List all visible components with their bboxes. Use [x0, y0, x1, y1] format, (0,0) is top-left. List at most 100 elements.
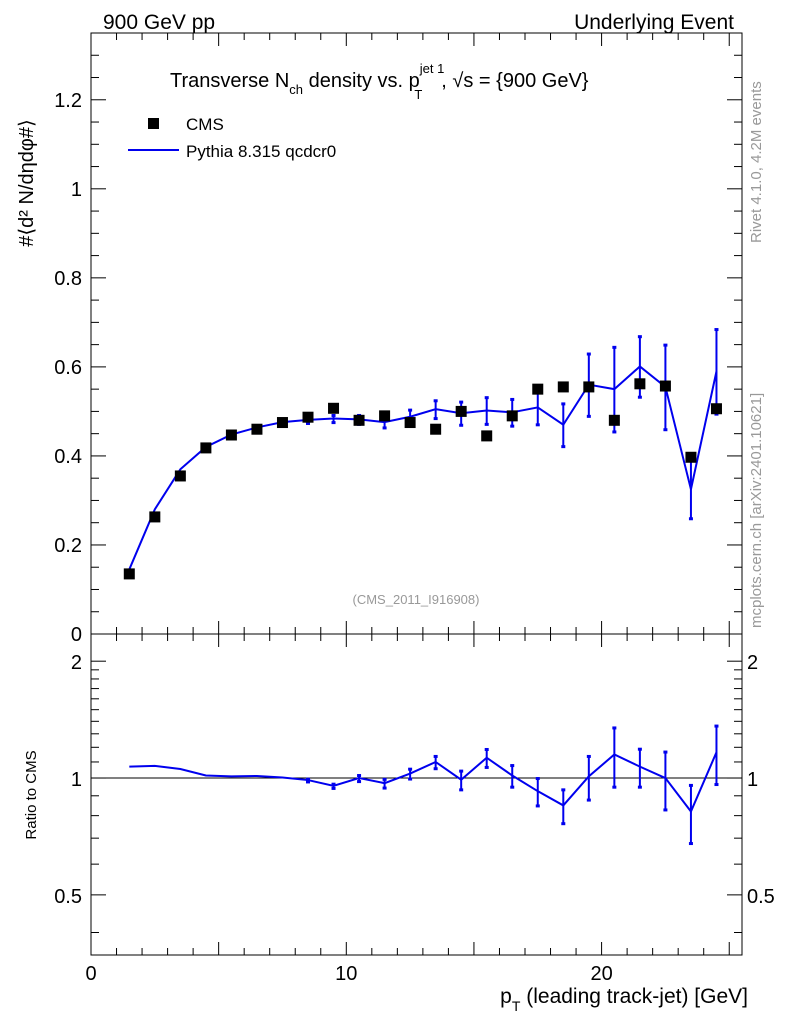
ratio-error-bars — [306, 724, 719, 846]
cms-point — [353, 414, 365, 426]
pythia-error-cap — [484, 396, 489, 400]
ratio-error-cap — [663, 808, 668, 812]
x-axis-label: pT (leading track-jet) [GeV] — [500, 985, 748, 1014]
cms-point — [379, 410, 391, 422]
ratio-error-cap — [382, 786, 387, 790]
pythia-error-cap — [433, 417, 438, 421]
cms-point — [634, 378, 646, 390]
cms-point — [481, 430, 493, 442]
legend-cms-label: CMS — [186, 115, 224, 134]
pythia-error-cap — [484, 422, 489, 426]
pythia-error-cap — [688, 517, 693, 521]
cms-point — [430, 423, 442, 435]
cms-point — [123, 568, 135, 580]
ratio-error-cap — [586, 798, 591, 802]
cms-point — [225, 429, 237, 441]
ratio-y-tick-labels: 0.5 0.5 1 1 2 2 — [54, 652, 775, 908]
pythia-error-cap — [408, 408, 413, 412]
pythia-error-cap — [459, 400, 464, 404]
ratio-y-tick-label-right: 0.5 — [747, 886, 775, 908]
ratio-error-cap — [688, 783, 693, 787]
cms-point — [532, 383, 544, 395]
pythia-error-cap — [459, 423, 464, 427]
ratio-error-cap — [408, 777, 413, 781]
cms-point — [557, 381, 569, 393]
ratio-error-cap — [663, 750, 668, 754]
pythia-error-cap — [663, 343, 668, 347]
ratio-error-cap — [688, 842, 693, 846]
x-tick-label: 20 — [590, 963, 612, 985]
pythia-error-cap — [306, 421, 310, 425]
header-left: 900 GeV pp — [103, 11, 215, 34]
pythia-series-line — [128, 365, 718, 570]
ratio-error-cap — [433, 754, 438, 758]
cms-point — [404, 417, 416, 429]
cms-point — [455, 405, 467, 417]
cms-point — [659, 380, 671, 392]
pythia-error-cap — [510, 424, 515, 428]
ratio-error-cap — [408, 767, 413, 771]
x-tick-label: 0 — [85, 963, 96, 985]
rivet-label: Rivet 4.1.0, 4.2M events — [748, 81, 765, 243]
pythia-error-cap — [561, 402, 566, 406]
ratio-error-cap — [484, 747, 489, 751]
pythia-error-cap — [510, 397, 515, 401]
ratio-error-cap — [510, 785, 515, 789]
main-y-tick-labels: 0 0.2 0.4 0.6 0.8 1 1.2 — [54, 90, 82, 646]
ratio-series-line — [129, 751, 718, 814]
main-axis-ticks — [90, 33, 742, 635]
ratio-y-tick-label: 2 — [71, 652, 82, 674]
ratio-y-tick-label-right: 2 — [747, 652, 758, 674]
pythia-error-cap — [433, 399, 438, 403]
mcplots-label: mcplots.cern.ch [arXiv:2401.10621] — [748, 393, 765, 628]
ratio-error-cap — [714, 724, 719, 728]
x-tick-label: 10 — [335, 963, 357, 985]
pythia-error-cap — [331, 421, 336, 425]
y-tick-label: 0.4 — [54, 446, 82, 468]
pythia-error-cap — [663, 428, 668, 432]
ratio-error-cap — [357, 774, 362, 778]
pythia-error-cap — [714, 328, 719, 332]
ratio-error-cap — [535, 777, 540, 781]
ratio-y-tick-label-right: 1 — [747, 769, 758, 791]
legend-pythia-label: Pythia 8.315 qcdcr0 — [186, 142, 336, 161]
y-axis-label: #⟨d² N/dηdφ#⟩ — [16, 119, 38, 247]
chart-title: Transverse Nch density vs. pjet 1 T, √s =… — [170, 61, 589, 102]
cms-point — [506, 410, 518, 422]
ratio-error-cap — [331, 786, 336, 790]
pythia-error-cap — [586, 414, 591, 418]
ratio-y-tick-label: 1 — [71, 769, 82, 791]
pythia-error-bars — [280, 328, 719, 521]
ratio-error-cap — [433, 767, 438, 771]
y-tick-label: 1.2 — [54, 90, 82, 112]
ratio-error-cap — [561, 822, 566, 826]
ratio-axis-ticks — [90, 634, 742, 955]
x-tick-labels: 0 10 20 — [85, 963, 612, 985]
ratio-error-cap — [612, 726, 617, 730]
cms-point — [685, 451, 697, 463]
cms-point — [583, 381, 595, 393]
y-tick-label: 0.6 — [54, 357, 82, 379]
pythia-error-cap — [586, 352, 591, 356]
ratio-error-cap — [561, 788, 566, 792]
y-tick-label: 0 — [71, 624, 82, 646]
pythia-error-cap — [535, 423, 540, 427]
pythia-error-cap — [382, 426, 387, 430]
ratio-error-cap — [714, 783, 719, 787]
ratio-error-cap — [331, 782, 336, 786]
cms-point — [302, 411, 314, 423]
ratio-error-cap — [306, 780, 310, 784]
ratio-error-cap — [459, 769, 464, 773]
pythia-error-cap — [637, 395, 642, 399]
pythia-error-cap — [331, 413, 336, 417]
cms-point — [328, 402, 340, 414]
cms-point — [710, 403, 722, 415]
pythia-error-cap — [561, 445, 566, 449]
pythia-error-cap — [612, 430, 617, 434]
ratio-error-cap — [637, 747, 642, 751]
cms-point — [276, 417, 288, 429]
ratio-error-cap — [535, 804, 540, 808]
analysis-watermark: (CMS_2011_I916908) — [353, 592, 480, 607]
ratio-error-cap — [484, 765, 489, 769]
